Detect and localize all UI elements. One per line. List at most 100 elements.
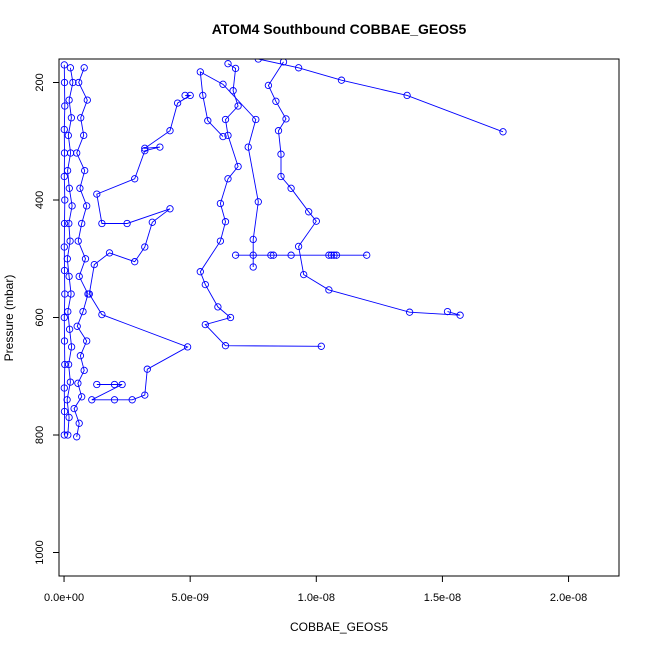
data-point [78,393,86,401]
data-point [131,175,139,183]
y-axis-label: Pressure (mbar) [2,275,16,362]
data-point [325,251,333,259]
data-point [254,59,262,63]
data-point [456,311,464,319]
x-axis: 0.0e+00 5.0e-09 1.0e-08 1.5e-08 2.0e-08 [44,575,587,604]
data-point [67,343,76,351]
data-point [79,307,87,316]
data-point [60,431,68,439]
data-point [93,190,101,198]
data-point [78,219,86,228]
data-point [196,268,204,276]
data-point [224,60,232,68]
data-point [252,115,260,124]
data-point [214,303,222,311]
data-point [269,251,278,259]
data-point [85,290,93,298]
data-point [63,166,72,175]
data-point [201,320,209,329]
series-line [88,94,192,401]
data-point [403,91,411,100]
data-point [279,59,288,66]
data-point [216,199,225,208]
data-point [60,313,68,322]
data-point [300,270,308,279]
data-point [234,162,242,171]
data-point [66,378,75,386]
data-point [70,404,78,413]
data-point [201,280,209,289]
data-point [65,184,73,192]
data-point [249,263,257,271]
data-point [65,219,73,228]
data-point [60,243,68,251]
chart-title: ATOM4 Southbound COBBAE_GEOS5 [212,21,467,37]
data-point [110,396,119,404]
data-point [186,91,194,100]
data-series [196,60,325,350]
data-point [80,131,88,140]
data-point [204,117,212,125]
data-point [64,131,72,140]
data-point [224,131,232,140]
data-point [277,172,285,181]
data-point [64,307,72,316]
data-point [61,360,69,369]
y-axis: 200 400 600 800 1000 [34,73,60,565]
data-point [141,243,149,251]
data-point [110,380,119,389]
data-point [231,251,240,259]
data-point [76,184,84,192]
data-point [234,102,242,110]
data-point [128,396,136,404]
data-point [90,260,98,269]
data-point [80,64,88,72]
data-point [75,78,83,87]
data-point [75,419,83,427]
data-point [499,128,507,136]
data-point [65,96,73,104]
data-series [60,61,69,439]
data-point [73,433,81,441]
series-line [199,71,259,267]
data-point [80,366,88,375]
data-point [74,237,82,245]
data-point [67,290,75,298]
data-point [105,249,114,257]
data-point [61,196,69,204]
data-point [330,251,338,259]
data-point [229,87,237,95]
data-point [60,266,69,275]
data-point [77,114,85,122]
data-point [226,313,235,322]
data-point [65,272,73,281]
data-point [60,384,68,392]
data-point [63,396,71,404]
data-point [405,308,414,316]
data-point [173,99,182,107]
data-point [254,198,262,206]
y-tick-label: 1000 [34,540,46,564]
data-point [60,337,69,345]
data-point [73,322,81,330]
data-series [254,59,507,136]
data-point [277,150,285,158]
data-point [65,413,73,422]
data-point [64,431,72,439]
data-point [88,396,96,404]
series-line [66,67,74,436]
x-tick-label: 1.5e-08 [424,592,461,604]
data-point [131,258,139,266]
data-point [81,255,90,263]
data-point [332,251,341,259]
data-point [274,127,283,135]
data-point [141,391,149,399]
data-point [244,143,252,151]
x-tick-label: 1.0e-08 [298,592,335,604]
data-point [93,380,101,389]
x-tick-label: 0.0e+00 [44,592,84,604]
series-line [63,64,66,436]
data-point [118,380,126,389]
data-point [221,218,230,226]
